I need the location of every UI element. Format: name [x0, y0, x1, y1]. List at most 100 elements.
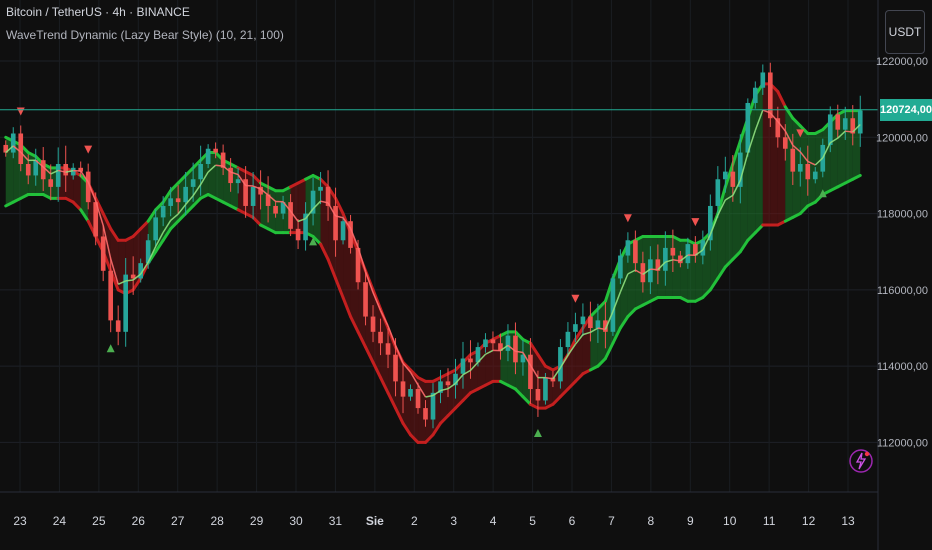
signal-line-segment: [447, 382, 456, 390]
candle-body: [633, 240, 638, 264]
candle-body: [603, 320, 608, 332]
buy-signal-marker: [309, 237, 318, 246]
candle-body: [33, 160, 39, 176]
candle-body: [3, 144, 9, 153]
upper-band-segment: [596, 299, 607, 311]
candle-body: [730, 171, 736, 187]
signal-line-segment: [282, 201, 292, 212]
upper-band-segment: [319, 177, 330, 189]
lower-band-segment: [154, 238, 165, 254]
candle-body: [580, 316, 586, 325]
candle-body: [48, 179, 54, 187]
signal-line-segment: [702, 234, 712, 251]
candle-body: [663, 247, 668, 271]
signal-line-segment: [185, 195, 194, 206]
candle-body: [535, 389, 541, 401]
signal-line-segment: [485, 349, 494, 355]
indicator-title[interactable]: WaveTrend Dynamic (Lazy Bear Style) (10,…: [6, 28, 284, 42]
price-axis[interactable]: 112000,00 114000,00 116000,00 118000,00 1200…: [876, 56, 928, 449]
signal-line-segment: [597, 327, 606, 331]
candle-body: [835, 114, 841, 130]
signal-line-segment: [672, 259, 681, 262]
time-tick-label: 25: [92, 514, 106, 528]
symbol-title[interactable]: Bitcoin / TetherUS · 4h · BINANCE: [6, 5, 190, 19]
candle-body: [693, 244, 698, 256]
signal-line-segment: [402, 362, 412, 373]
candle-body: [558, 347, 563, 382]
lower-band-segment: [319, 242, 330, 261]
signal-line-segment: [35, 159, 44, 168]
price-tick-label: 116000,00: [877, 285, 928, 297]
band-fill-segment: [755, 83, 763, 233]
lower-band-segment: [131, 276, 143, 292]
candle-body: [790, 148, 796, 172]
lower-band-segment: [731, 250, 742, 261]
signal-line-segment: [425, 394, 434, 398]
signal-line-segment: [372, 292, 382, 311]
candle-body: [513, 335, 518, 363]
signal-line-segment: [567, 343, 577, 356]
candle-body: [100, 236, 106, 271]
signal-line-segment: [394, 345, 404, 364]
candle-body: [423, 408, 428, 420]
lower-band-segment: [79, 208, 90, 223]
candle-body: [145, 240, 151, 264]
candle-body: [303, 213, 308, 241]
signal-line-segment: [462, 369, 471, 376]
candle-body: [243, 179, 248, 206]
time-axis[interactable]: 23 24 25 26 27 28 29 30 31 Sie 2 3 4 5 6 7 8 9 10 11 12 13: [13, 514, 855, 528]
candle-body: [85, 171, 91, 203]
band-fill-segment: [380, 308, 389, 393]
candle-body: [288, 202, 293, 229]
signal-line-segment: [619, 273, 629, 293]
lower-band-segment: [71, 200, 83, 212]
signal-line-segment: [529, 364, 539, 378]
candle-body: [325, 186, 331, 206]
upper-band-segment: [94, 196, 105, 216]
upper-band-segment: [536, 353, 547, 368]
time-tick-label: 10: [723, 514, 737, 528]
lower-band-segment: [513, 387, 525, 399]
lower-band-segment: [596, 357, 607, 368]
candle-body: [153, 217, 158, 241]
candle-body: [18, 133, 24, 164]
candle-body: [115, 320, 121, 332]
candle-body: [70, 167, 76, 176]
currency-button[interactable]: USDT: [885, 10, 925, 54]
candle-body: [595, 320, 601, 328]
candle-body: [168, 198, 173, 206]
signal-line-segment: [222, 165, 232, 173]
candle-body: [370, 316, 376, 332]
signal-line-segment: [335, 215, 344, 219]
candle-body: [93, 202, 99, 237]
candle-body: [775, 118, 781, 138]
lower-band-segment: [431, 421, 442, 437]
candle-body: [265, 194, 271, 206]
lower-band-segment: [394, 406, 405, 425]
signal-line-segment: [417, 384, 427, 398]
signal-line-segment: [739, 153, 749, 181]
signal-line-segment: [582, 331, 591, 336]
signal-line-segment: [747, 130, 757, 154]
signal-line-segment: [694, 249, 704, 256]
candle-body: [640, 263, 646, 283]
upper-band-segment: [334, 196, 345, 216]
lower-band-segment: [461, 391, 472, 402]
signal-line-segment: [252, 185, 261, 190]
candle-body: [78, 167, 84, 172]
candle-body: [280, 202, 286, 214]
candle-body: [655, 259, 661, 271]
lightning-icon[interactable]: [848, 448, 874, 474]
signal-line-segment: [829, 137, 839, 144]
lower-band-segment: [191, 196, 203, 208]
lower-band-segment: [438, 414, 450, 425]
candle-body: [235, 179, 241, 184]
candle-body: [445, 381, 451, 386]
candle-body: [857, 110, 863, 134]
candle-body: [123, 274, 129, 332]
candle-body: [565, 331, 571, 348]
time-tick-label: 12: [802, 514, 816, 528]
signal-line-segment: [590, 327, 599, 333]
signal-line-segment: [845, 130, 853, 133]
